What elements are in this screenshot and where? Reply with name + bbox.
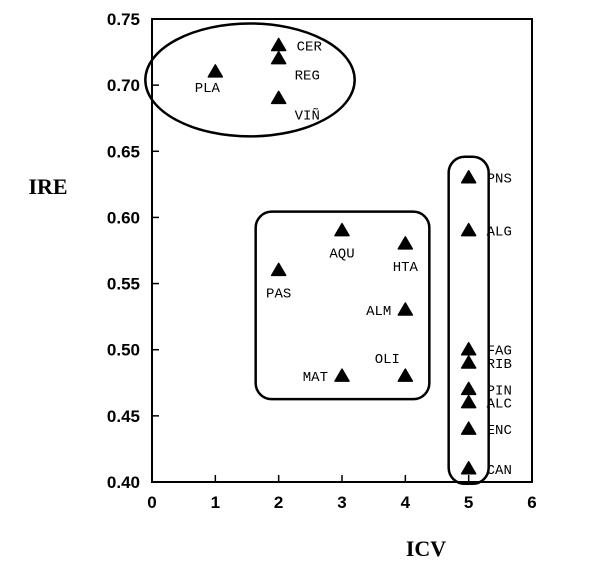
point-label: FAG (487, 344, 512, 360)
data-point-reg (270, 50, 287, 65)
y-tick-label: 0.70 (107, 76, 140, 95)
y-tick-label: 0.45 (107, 407, 140, 426)
x-tick-label: 3 (337, 493, 346, 512)
point-label: PAS (266, 286, 291, 302)
data-point-pns (460, 169, 477, 184)
point-label: REG (295, 69, 320, 85)
data-point-rib (460, 355, 477, 369)
y-tick-label: 0.60 (107, 208, 140, 227)
y-tick-label: 0.75 (107, 10, 140, 29)
point-label: PLA (195, 81, 221, 97)
y-tick-label: 0.65 (107, 142, 140, 161)
data-point-enc (460, 421, 477, 435)
data-point-fag (460, 341, 477, 356)
data-point-alm (397, 302, 414, 316)
data-point-alg (460, 222, 477, 237)
y-tick-label: 0.50 (107, 341, 140, 360)
data-points: PLA CER REG VIÑ PAS AQU MAT HTA ALM OLI PNS ALG FAGR… (195, 37, 512, 479)
x-tick-label: 5 (464, 493, 473, 512)
point-label: ENC (487, 423, 512, 439)
data-point-hta (397, 236, 414, 250)
y-axis-title: IRE (28, 174, 67, 199)
data-point-mat (334, 368, 350, 382)
data-point-pla (207, 64, 224, 78)
point-label: ALC (487, 397, 512, 413)
x-tick-label: 1 (211, 493, 220, 512)
point-label: VIÑ (295, 107, 320, 124)
data-point-oli (397, 368, 414, 382)
cluster-outline-1 (144, 22, 356, 138)
x-tick-label: 0 (147, 493, 156, 512)
cluster-outline-3 (447, 155, 490, 486)
point-label: PIN (487, 383, 512, 399)
data-point-pin (460, 381, 477, 396)
x-tick-label: 6 (527, 493, 536, 512)
point-label: ALM (366, 304, 391, 320)
data-point-pas (270, 262, 287, 277)
data-point-alc (460, 394, 477, 409)
x-axis-title: ICV (406, 536, 446, 561)
point-label: AQU (329, 247, 354, 263)
point-label: CER (297, 39, 323, 55)
point-label: CAN (487, 463, 512, 479)
point-label: OLI (375, 352, 400, 368)
x-tick-label: 4 (401, 493, 411, 512)
point-label: MAT (303, 370, 328, 386)
y-tick-label: 0.40 (107, 473, 140, 492)
axis-ticks: 0 1 2 3 4 5 6 0.40 0.45 0.50 0.55 0.60 0.65 0.70 0.75 (107, 10, 537, 512)
point-label: PNS (487, 172, 512, 188)
y-tick-label: 0.55 (107, 275, 140, 294)
group-outlines (144, 22, 490, 486)
data-point-can (460, 461, 477, 475)
data-point-aqu (334, 222, 350, 237)
point-label: HTA (393, 260, 419, 276)
x-tick-label: 2 (274, 493, 283, 512)
point-label: ALG (487, 225, 512, 241)
data-point-cer (270, 37, 287, 52)
point-label: RIB (487, 357, 512, 373)
data-point-viñ (270, 90, 287, 105)
cluster-outline-2 (254, 210, 431, 401)
